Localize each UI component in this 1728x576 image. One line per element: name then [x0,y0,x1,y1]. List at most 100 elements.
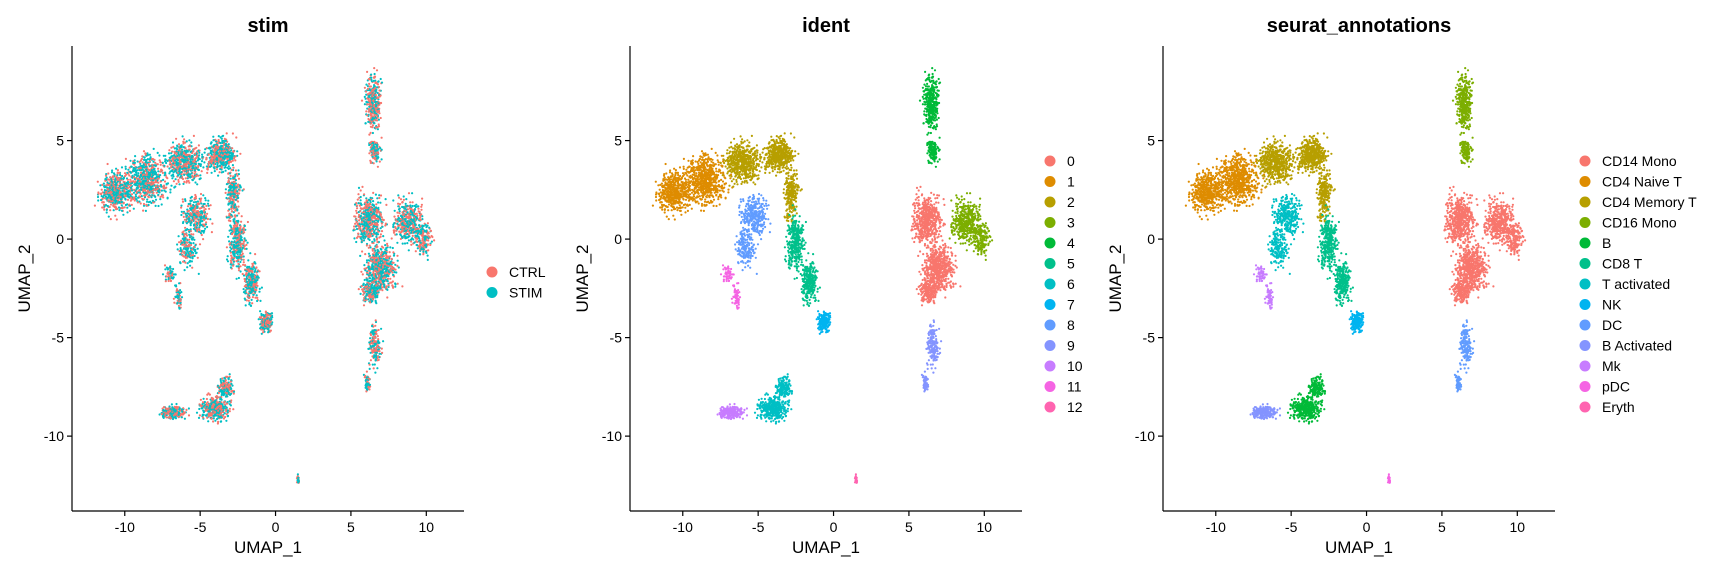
data-point [376,91,379,94]
data-point [241,272,244,276]
data-point [262,323,265,326]
data-point [110,191,113,194]
data-point [259,299,262,302]
data-point [97,199,100,202]
data-point [119,173,122,177]
data-point [196,200,199,203]
data-point [194,206,197,209]
data-point [116,178,120,181]
data-point [184,177,187,180]
data-point [194,175,198,178]
data-point [235,232,238,235]
data-point [384,222,387,225]
data-point [197,211,200,215]
data-point [121,174,124,178]
data-point [176,294,179,297]
data-point [375,222,379,225]
data-point [139,167,142,170]
data-point [371,220,374,223]
data-point [120,200,123,204]
data-point [197,202,200,205]
data-point [200,197,203,200]
data-point [180,171,183,174]
data-point [188,173,191,176]
data-point [220,144,223,147]
data-point [116,169,119,172]
data-point [361,273,364,276]
data-point [200,233,203,237]
data-point [363,264,366,267]
data-point [379,201,382,204]
data-point [230,197,233,200]
data-point [139,162,142,165]
data-point [186,266,189,269]
data-point [377,201,380,204]
data-point [199,192,203,196]
data-point [233,186,237,189]
data-point [141,166,144,169]
data-point [375,208,378,211]
data-point [379,94,382,97]
data-point [213,170,216,173]
data-point [220,166,223,169]
data-point [200,202,203,205]
data-point [224,188,227,191]
data-point [355,240,358,244]
data-point [220,162,223,166]
data-point [151,171,154,174]
data-point [372,208,375,211]
data-point [138,189,141,192]
data-point [368,119,371,122]
data-point [203,202,206,206]
data-point [371,131,374,135]
data-point [133,178,136,181]
data-point [387,275,390,278]
data-point [203,214,206,218]
data-point [191,155,194,158]
data-point [197,164,200,167]
data-point [175,182,178,185]
data-point [145,154,148,157]
data-point [367,252,370,255]
data-point [237,267,240,270]
data-point [357,232,360,235]
data-point [126,211,129,214]
data-point [184,248,187,251]
data-point [235,260,238,263]
data-point [170,165,173,168]
data-point [177,178,180,182]
data-point [244,284,247,287]
data-point [188,238,191,241]
data-point [236,226,239,230]
data-point [191,266,194,269]
data-point [176,162,179,165]
data-point [177,296,180,299]
data-point [141,161,144,164]
data-point [240,220,243,223]
data-point [128,209,131,212]
data-point [142,202,146,206]
data-point [357,193,360,196]
data-point [235,221,238,224]
data-point [184,167,187,170]
data-point [229,246,232,249]
data-point [376,240,379,244]
data-point [197,168,200,172]
data-point [184,253,187,257]
data-point [170,152,173,155]
data-point [194,157,197,160]
data-point [169,266,172,269]
data-point [192,206,195,209]
data-point [251,287,254,290]
data-point [136,160,139,163]
data-point [187,218,191,221]
data-point [142,209,145,212]
data-point [197,144,200,147]
data-point [377,118,380,121]
data-point [201,220,204,223]
data-point [158,154,161,157]
data-point [221,148,224,151]
data-point [381,225,384,228]
data-point [251,262,254,265]
data-point [206,202,210,205]
